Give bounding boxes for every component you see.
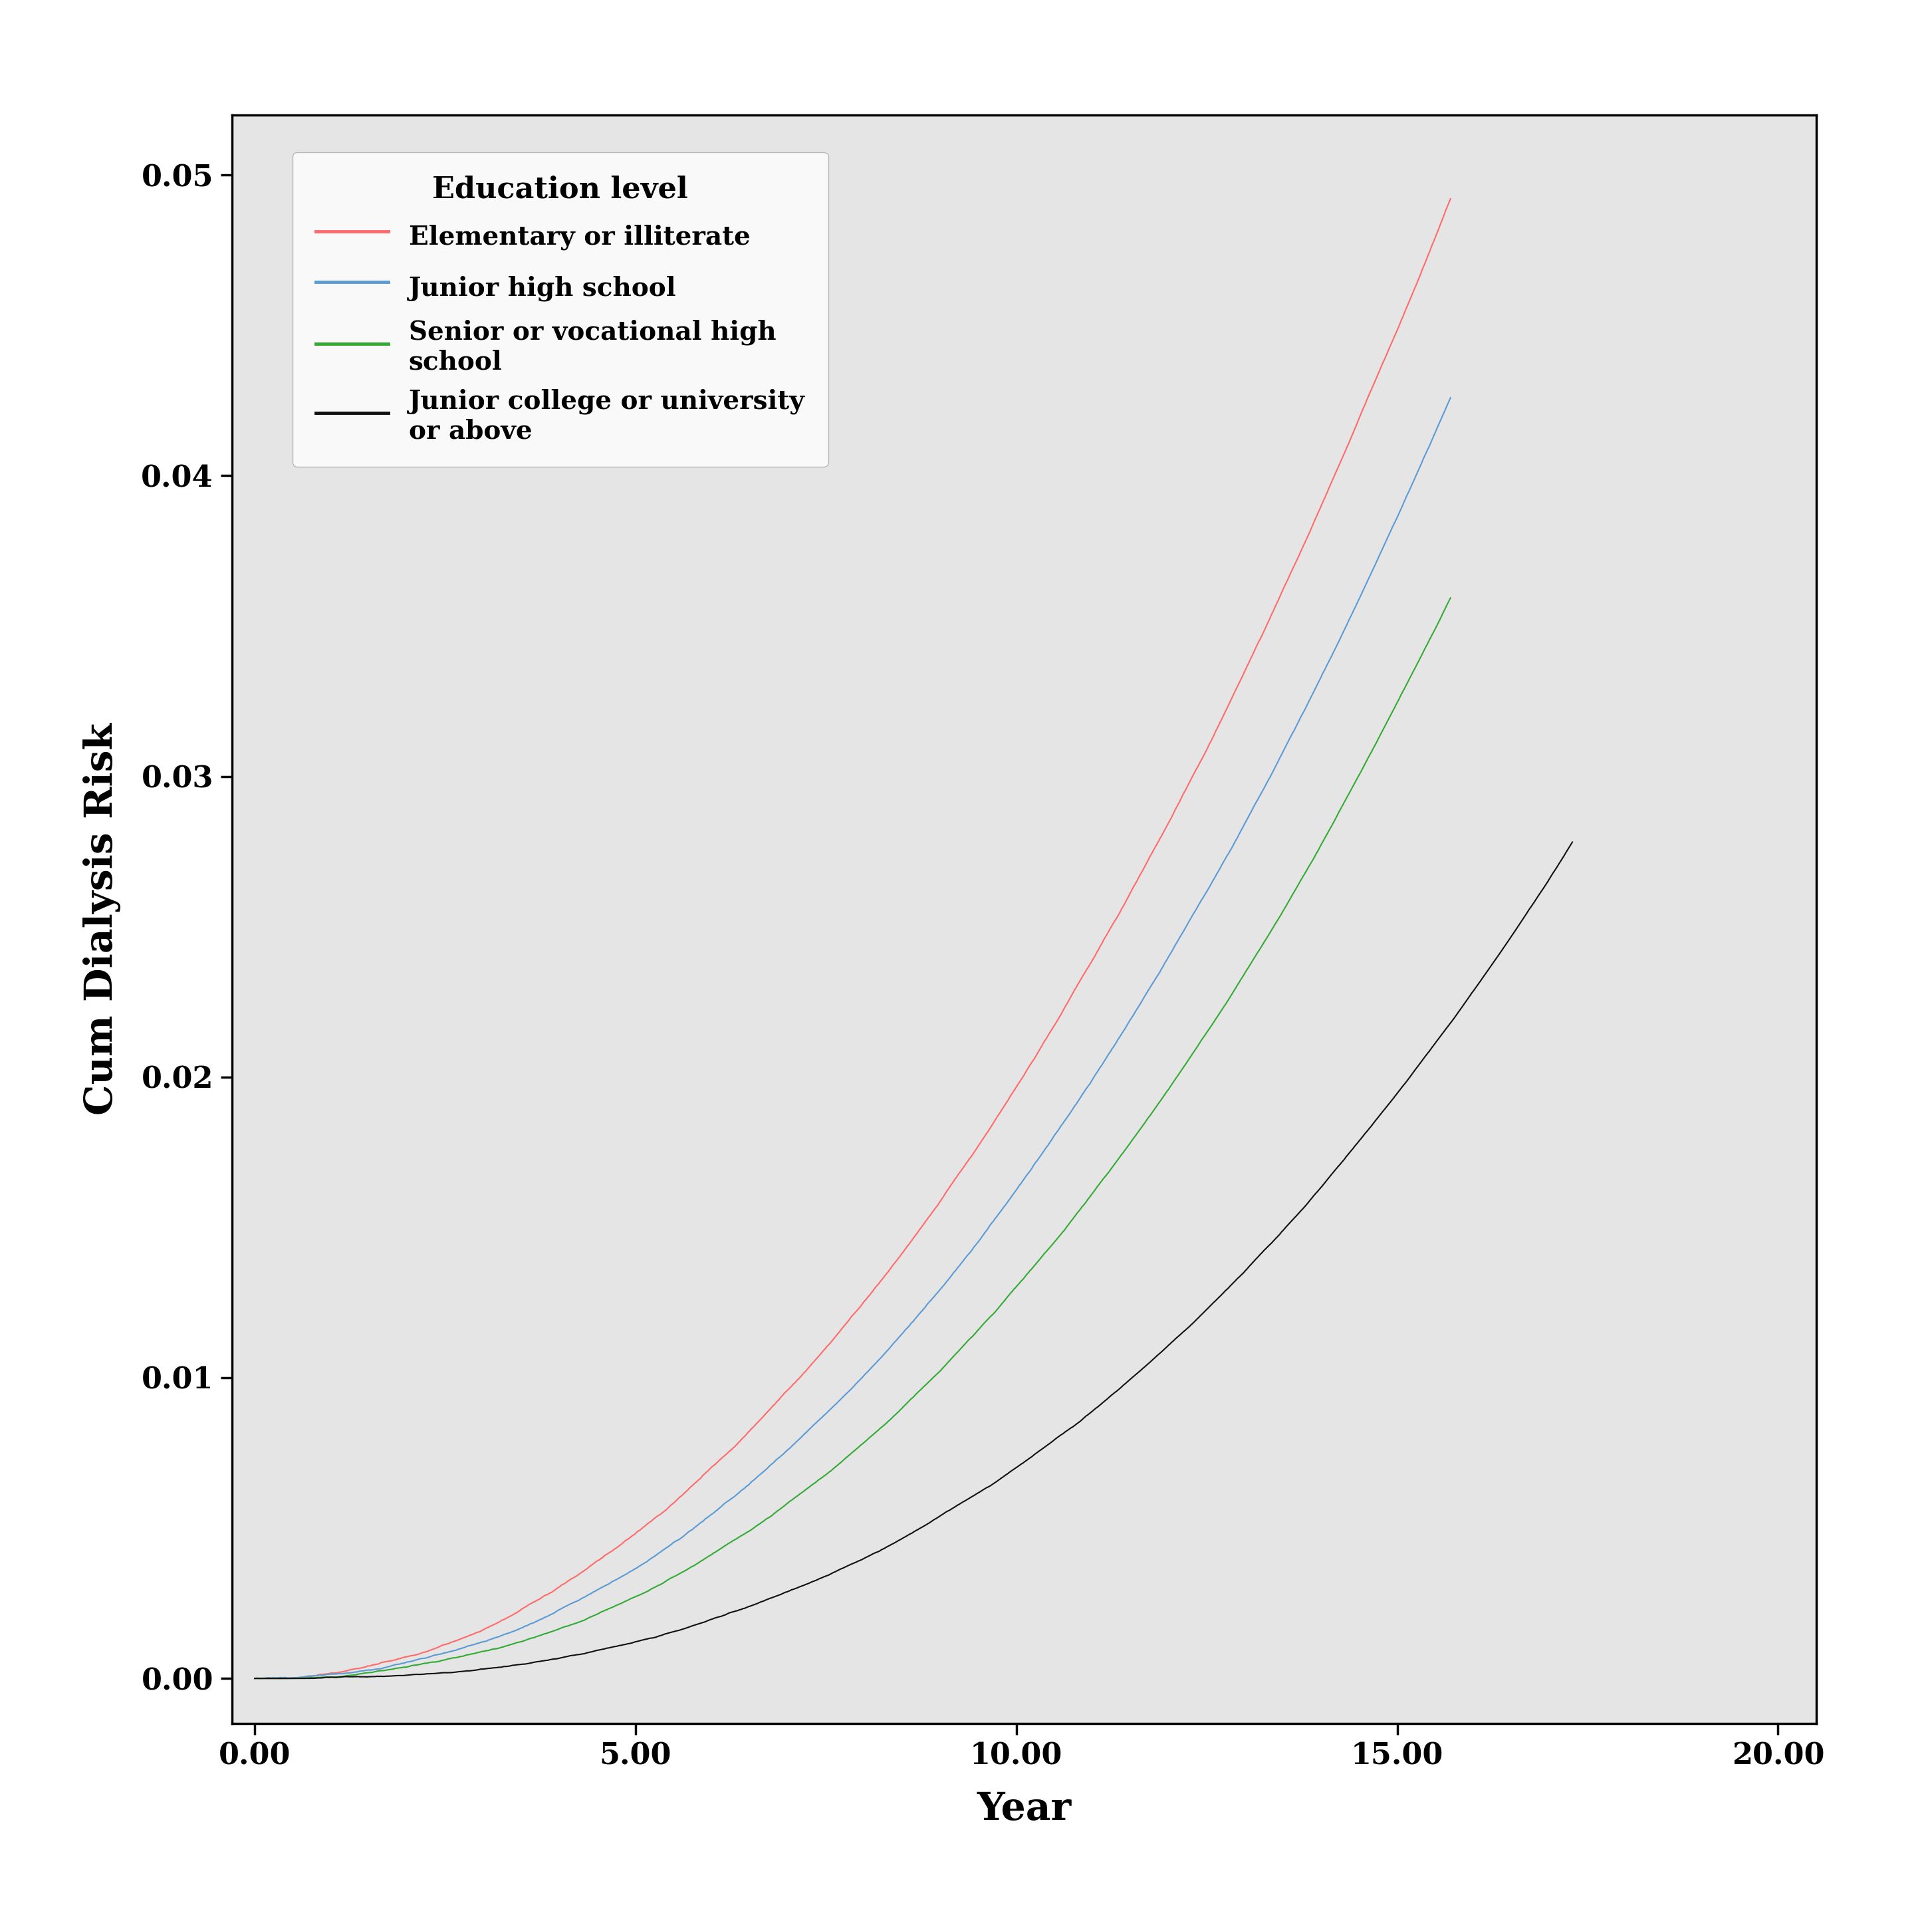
X-axis label: Year: Year [978, 1791, 1070, 1829]
Legend: Elementary or illiterate, Junior high school, Senior or vocational high
school, : Elementary or illiterate, Junior high sc… [292, 151, 829, 467]
Y-axis label: Cum Dialysis Risk: Cum Dialysis Risk [83, 724, 122, 1115]
